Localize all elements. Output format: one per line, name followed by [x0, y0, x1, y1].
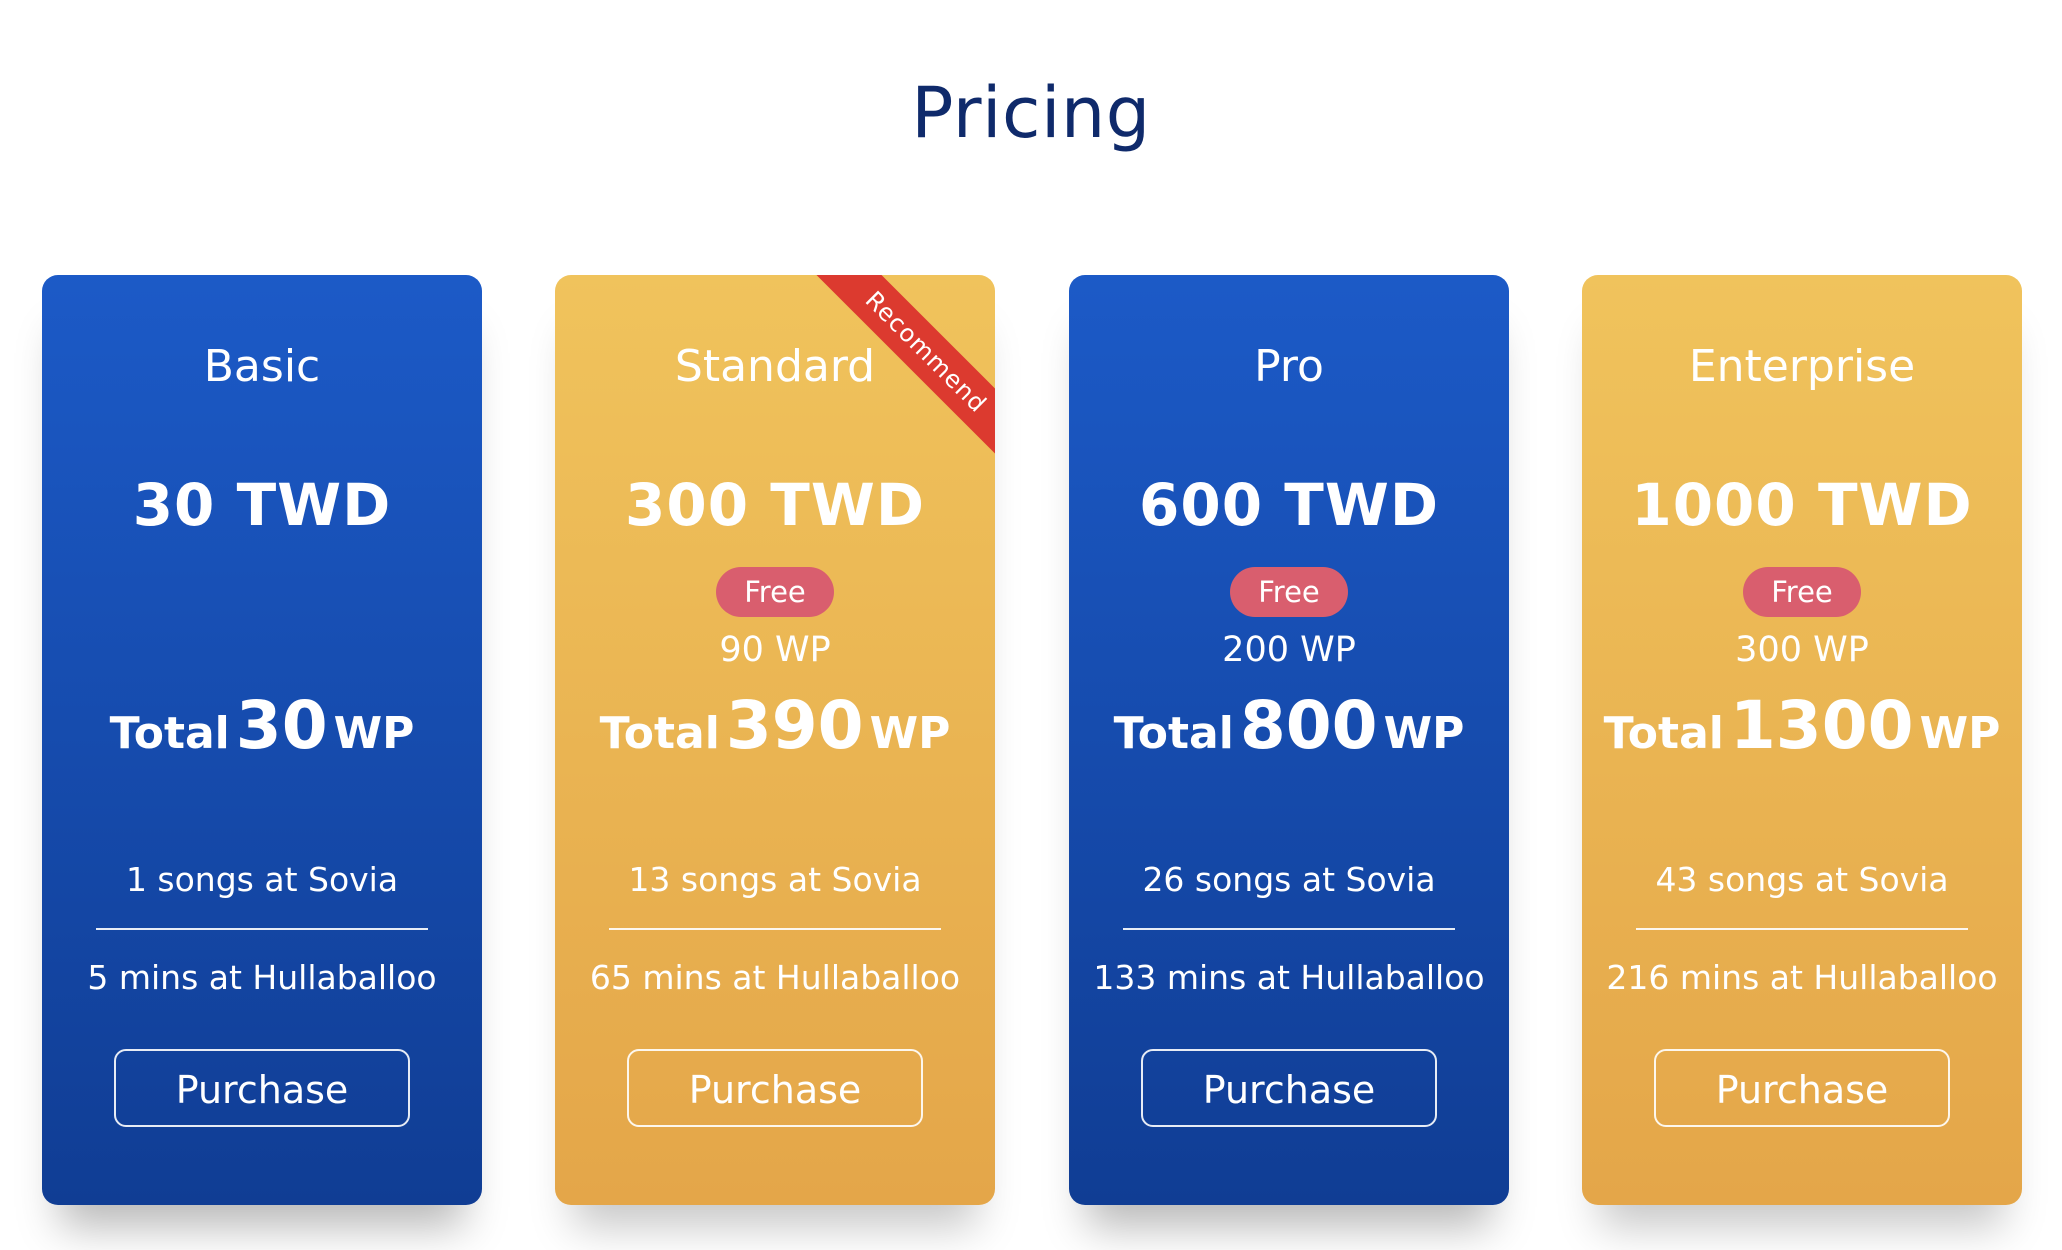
bonus-wp: 200 WP [1222, 630, 1356, 670]
plan-price: 30 TWD [132, 471, 392, 539]
total-value: 1300 [1729, 687, 1914, 764]
plan-total: Total800 WP [1069, 687, 1509, 764]
songs-info: 1 songs at Sovia [125, 860, 399, 899]
total-value: 800 [1239, 687, 1378, 764]
total-unit: WP [869, 708, 951, 759]
total-label: Total [599, 708, 720, 759]
plan-card-enterprise: Enterprise 1000 TWD Free 300 WP Total130… [1582, 275, 2022, 1205]
pricing-cards: Basic 30 TWD Total30 WP 1 songs at Sovia … [42, 275, 2022, 1205]
bonus-wp: 300 WP [1735, 630, 1869, 670]
total-value: 390 [725, 687, 864, 764]
plan-card-pro: Pro 600 TWD Free 200 WP Total800 WP 26 so… [1069, 275, 1509, 1205]
plan-name: Enterprise [1688, 341, 1916, 392]
mins-info: 5 mins at Hullaballoo [87, 958, 437, 997]
free-badge: Free [1743, 567, 1861, 617]
free-badge: Free [716, 567, 834, 617]
plan-card-basic: Basic 30 TWD Total30 WP 1 songs at Sovia … [42, 275, 482, 1205]
mins-info: 216 mins at Hullaballoo [1606, 958, 1998, 997]
total-unit: WP [333, 708, 415, 759]
plan-price: 300 TWD [625, 471, 925, 539]
purchase-button-basic[interactable]: Purchase [114, 1049, 410, 1127]
mins-info: 65 mins at Hullaballoo [589, 958, 961, 997]
plan-price: 600 TWD [1139, 471, 1439, 539]
divider [1636, 928, 1968, 930]
plan-price: 1000 TWD [1631, 471, 1973, 539]
plan-name: Standard [674, 341, 876, 392]
total-value: 30 [235, 687, 328, 764]
songs-info: 13 songs at Sovia [628, 860, 922, 899]
divider [1123, 928, 1455, 930]
plan-name: Pro [1254, 341, 1324, 392]
purchase-button-pro[interactable]: Purchase [1141, 1049, 1437, 1127]
purchase-button-standard[interactable]: Purchase [627, 1049, 923, 1127]
page-title: Pricing [911, 72, 1151, 154]
plan-name: Basic [203, 341, 321, 392]
plan-total: Total30 WP [42, 687, 482, 764]
purchase-button-enterprise[interactable]: Purchase [1654, 1049, 1950, 1127]
free-badge: Free [1230, 567, 1348, 617]
total-unit: WP [1919, 708, 2001, 759]
total-label: Total [1113, 708, 1234, 759]
plan-total: Total390 WP [555, 687, 995, 764]
bonus-wp: 90 WP [719, 630, 831, 670]
songs-info: 43 songs at Sovia [1655, 860, 1949, 899]
plan-card-standard: Recommend Standard 300 TWD Free 90 WP To… [555, 275, 995, 1205]
divider [609, 928, 941, 930]
total-label: Total [1603, 708, 1724, 759]
total-label: Total [109, 708, 230, 759]
songs-info: 26 songs at Sovia [1142, 860, 1436, 899]
mins-info: 133 mins at Hullaballoo [1093, 958, 1485, 997]
divider [96, 928, 428, 930]
total-unit: WP [1383, 708, 1465, 759]
plan-total: Total1300 WP [1582, 687, 2022, 764]
